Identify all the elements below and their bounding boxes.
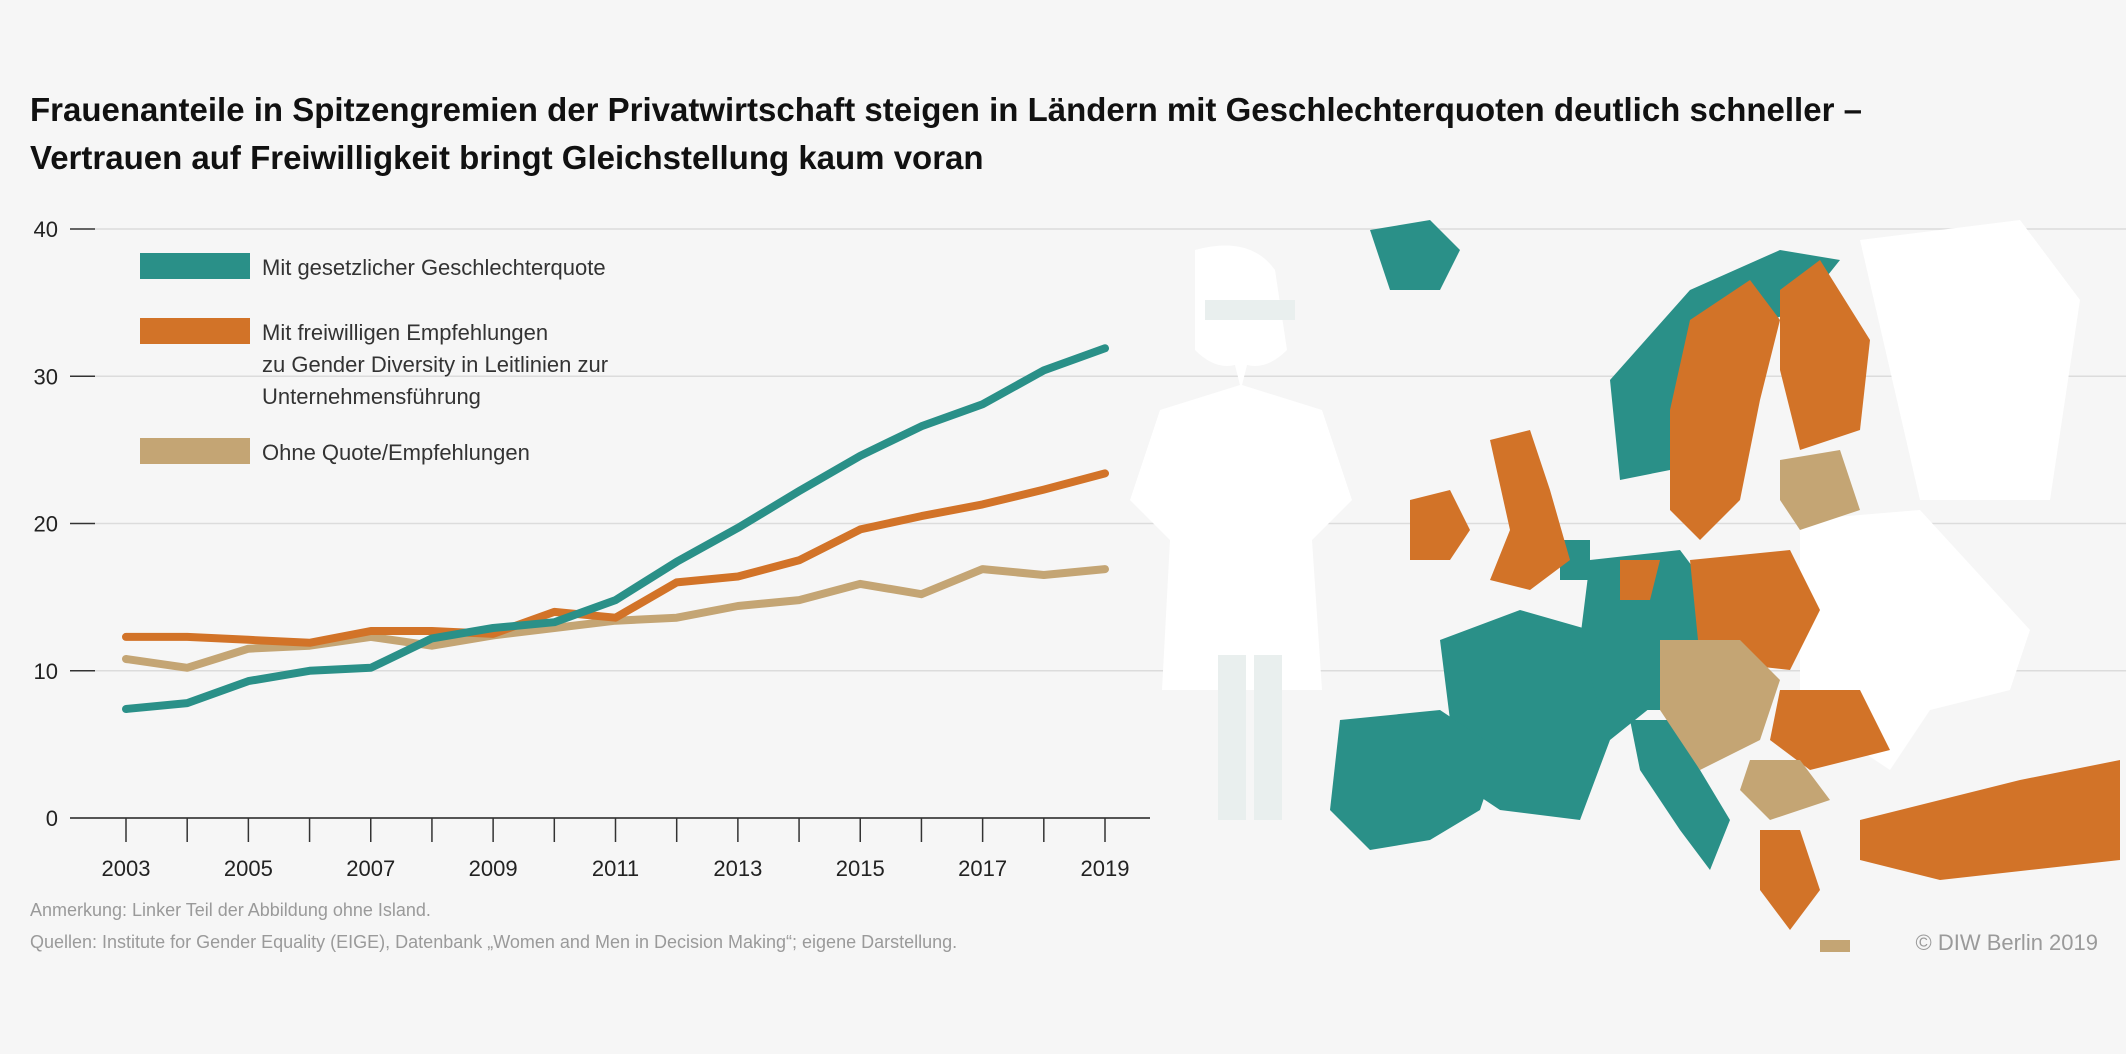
- legend-label: Unternehmensführung: [262, 384, 481, 409]
- countries-voluntary: [1410, 260, 2120, 930]
- y-tick-label: 40: [34, 217, 58, 242]
- sources-note: Quellen: Institute for Gender Equality (…: [30, 932, 958, 952]
- annotation-note: Anmerkung: Linker Teil der Abbildung ohn…: [30, 900, 431, 920]
- legend-label: zu Gender Diversity in Leitlinien zur: [262, 352, 608, 377]
- series-line-1: [122, 469, 1109, 647]
- spain-portugal: [1330, 710, 1500, 850]
- y-tick-label: 10: [34, 659, 58, 684]
- finland: [1780, 260, 1870, 450]
- x-tick-label: 2017: [958, 856, 1007, 881]
- bulgaria-balkans: [1740, 760, 1830, 820]
- legend-swatch-1: [140, 318, 250, 344]
- y-tick-label: 30: [34, 364, 58, 389]
- x-tick-label: 2011: [592, 856, 639, 881]
- legend-swatch-2: [140, 438, 250, 464]
- iceland: [1370, 220, 1460, 290]
- cyprus: [1820, 940, 1850, 952]
- europe-map: [1130, 220, 2120, 952]
- woman-figure-illustration: [1130, 245, 1352, 820]
- x-tick-label: 2015: [836, 856, 885, 881]
- countries-none: [1660, 450, 1860, 952]
- x-tick-label: 2013: [713, 856, 762, 881]
- legend-label: Ohne Quote/Empfehlungen: [262, 440, 530, 465]
- x-tick-label: 2005: [224, 856, 273, 881]
- y-tick-label: 20: [34, 512, 58, 537]
- legend: Mit gesetzlicher Geschlechterquote Mit fr…: [140, 253, 608, 465]
- copyright: © DIW Berlin 2019: [1915, 930, 2099, 955]
- greece: [1760, 830, 1820, 930]
- x-tick-label: 2019: [1081, 856, 1130, 881]
- denmark: [1620, 560, 1660, 600]
- x-tick-label: 2003: [102, 856, 151, 881]
- ireland: [1410, 490, 1470, 560]
- netherlands-belgium: [1560, 540, 1590, 580]
- central-europe: [1660, 640, 1780, 770]
- legend-label: Mit freiwilligen Empfehlungen: [262, 320, 548, 345]
- chart-title: Frauenanteile in Spitzengremien der Priv…: [30, 91, 1862, 176]
- romania: [1770, 690, 1890, 770]
- legend-label: Mit gesetzlicher Geschlechterquote: [262, 255, 606, 280]
- x-tick-label: 2009: [469, 856, 518, 881]
- legend-swatch-0: [140, 253, 250, 279]
- x-tick-label: 2007: [346, 856, 395, 881]
- turkey: [1860, 760, 2120, 880]
- y-tick-label: 0: [46, 806, 58, 831]
- sweden: [1670, 280, 1780, 540]
- baltics: [1780, 450, 1860, 530]
- italy: [1630, 720, 1730, 870]
- uk: [1490, 430, 1570, 590]
